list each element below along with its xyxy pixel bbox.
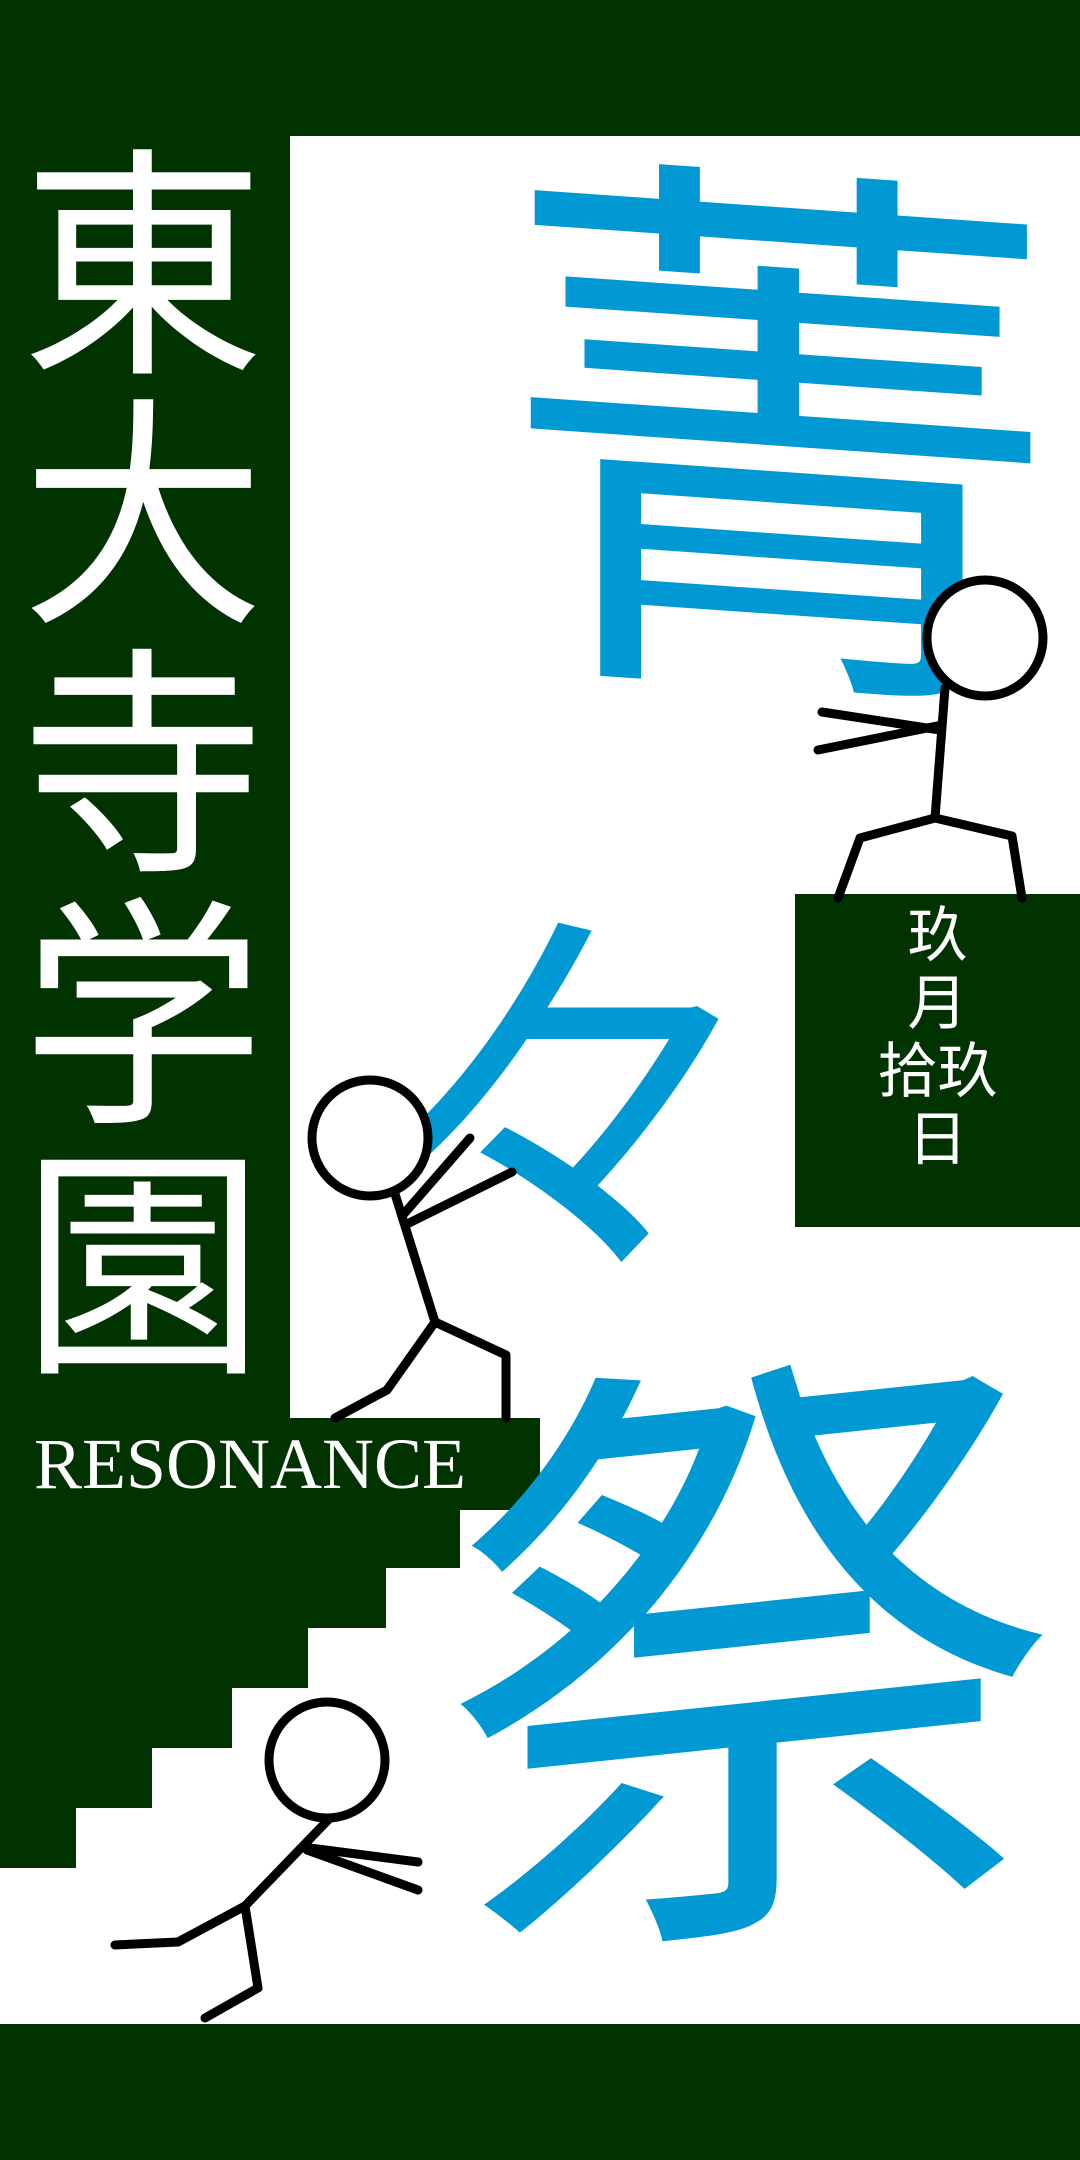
date-part: 玖	[907, 901, 968, 971]
date-part: 月	[907, 969, 968, 1039]
stick-figure-icon	[813, 575, 1048, 903]
school-name-vertical: 東 大 寺 学 園	[18, 148, 268, 1398]
bottom-band	[0, 2024, 1080, 2160]
subtitle-text: RESONANCE	[34, 1424, 467, 1504]
stick-figure-icon	[307, 1075, 517, 1423]
school-char: 大	[21, 378, 265, 662]
stick-figure-icon	[110, 1697, 423, 2023]
date-part: 日	[907, 1105, 968, 1175]
date-box	[795, 894, 1080, 1227]
school-char: 学	[21, 878, 265, 1162]
subtitle-box	[0, 1418, 540, 1510]
school-char: 寺	[21, 628, 265, 912]
top-band	[0, 0, 1080, 136]
school-char: 園	[21, 1128, 265, 1412]
date-part: 拾玖	[877, 1037, 998, 1107]
left-column-panel	[0, 136, 290, 1418]
date-vertical: 玖 月 拾玖 日	[795, 902, 1080, 1174]
school-char: 東	[21, 128, 265, 412]
